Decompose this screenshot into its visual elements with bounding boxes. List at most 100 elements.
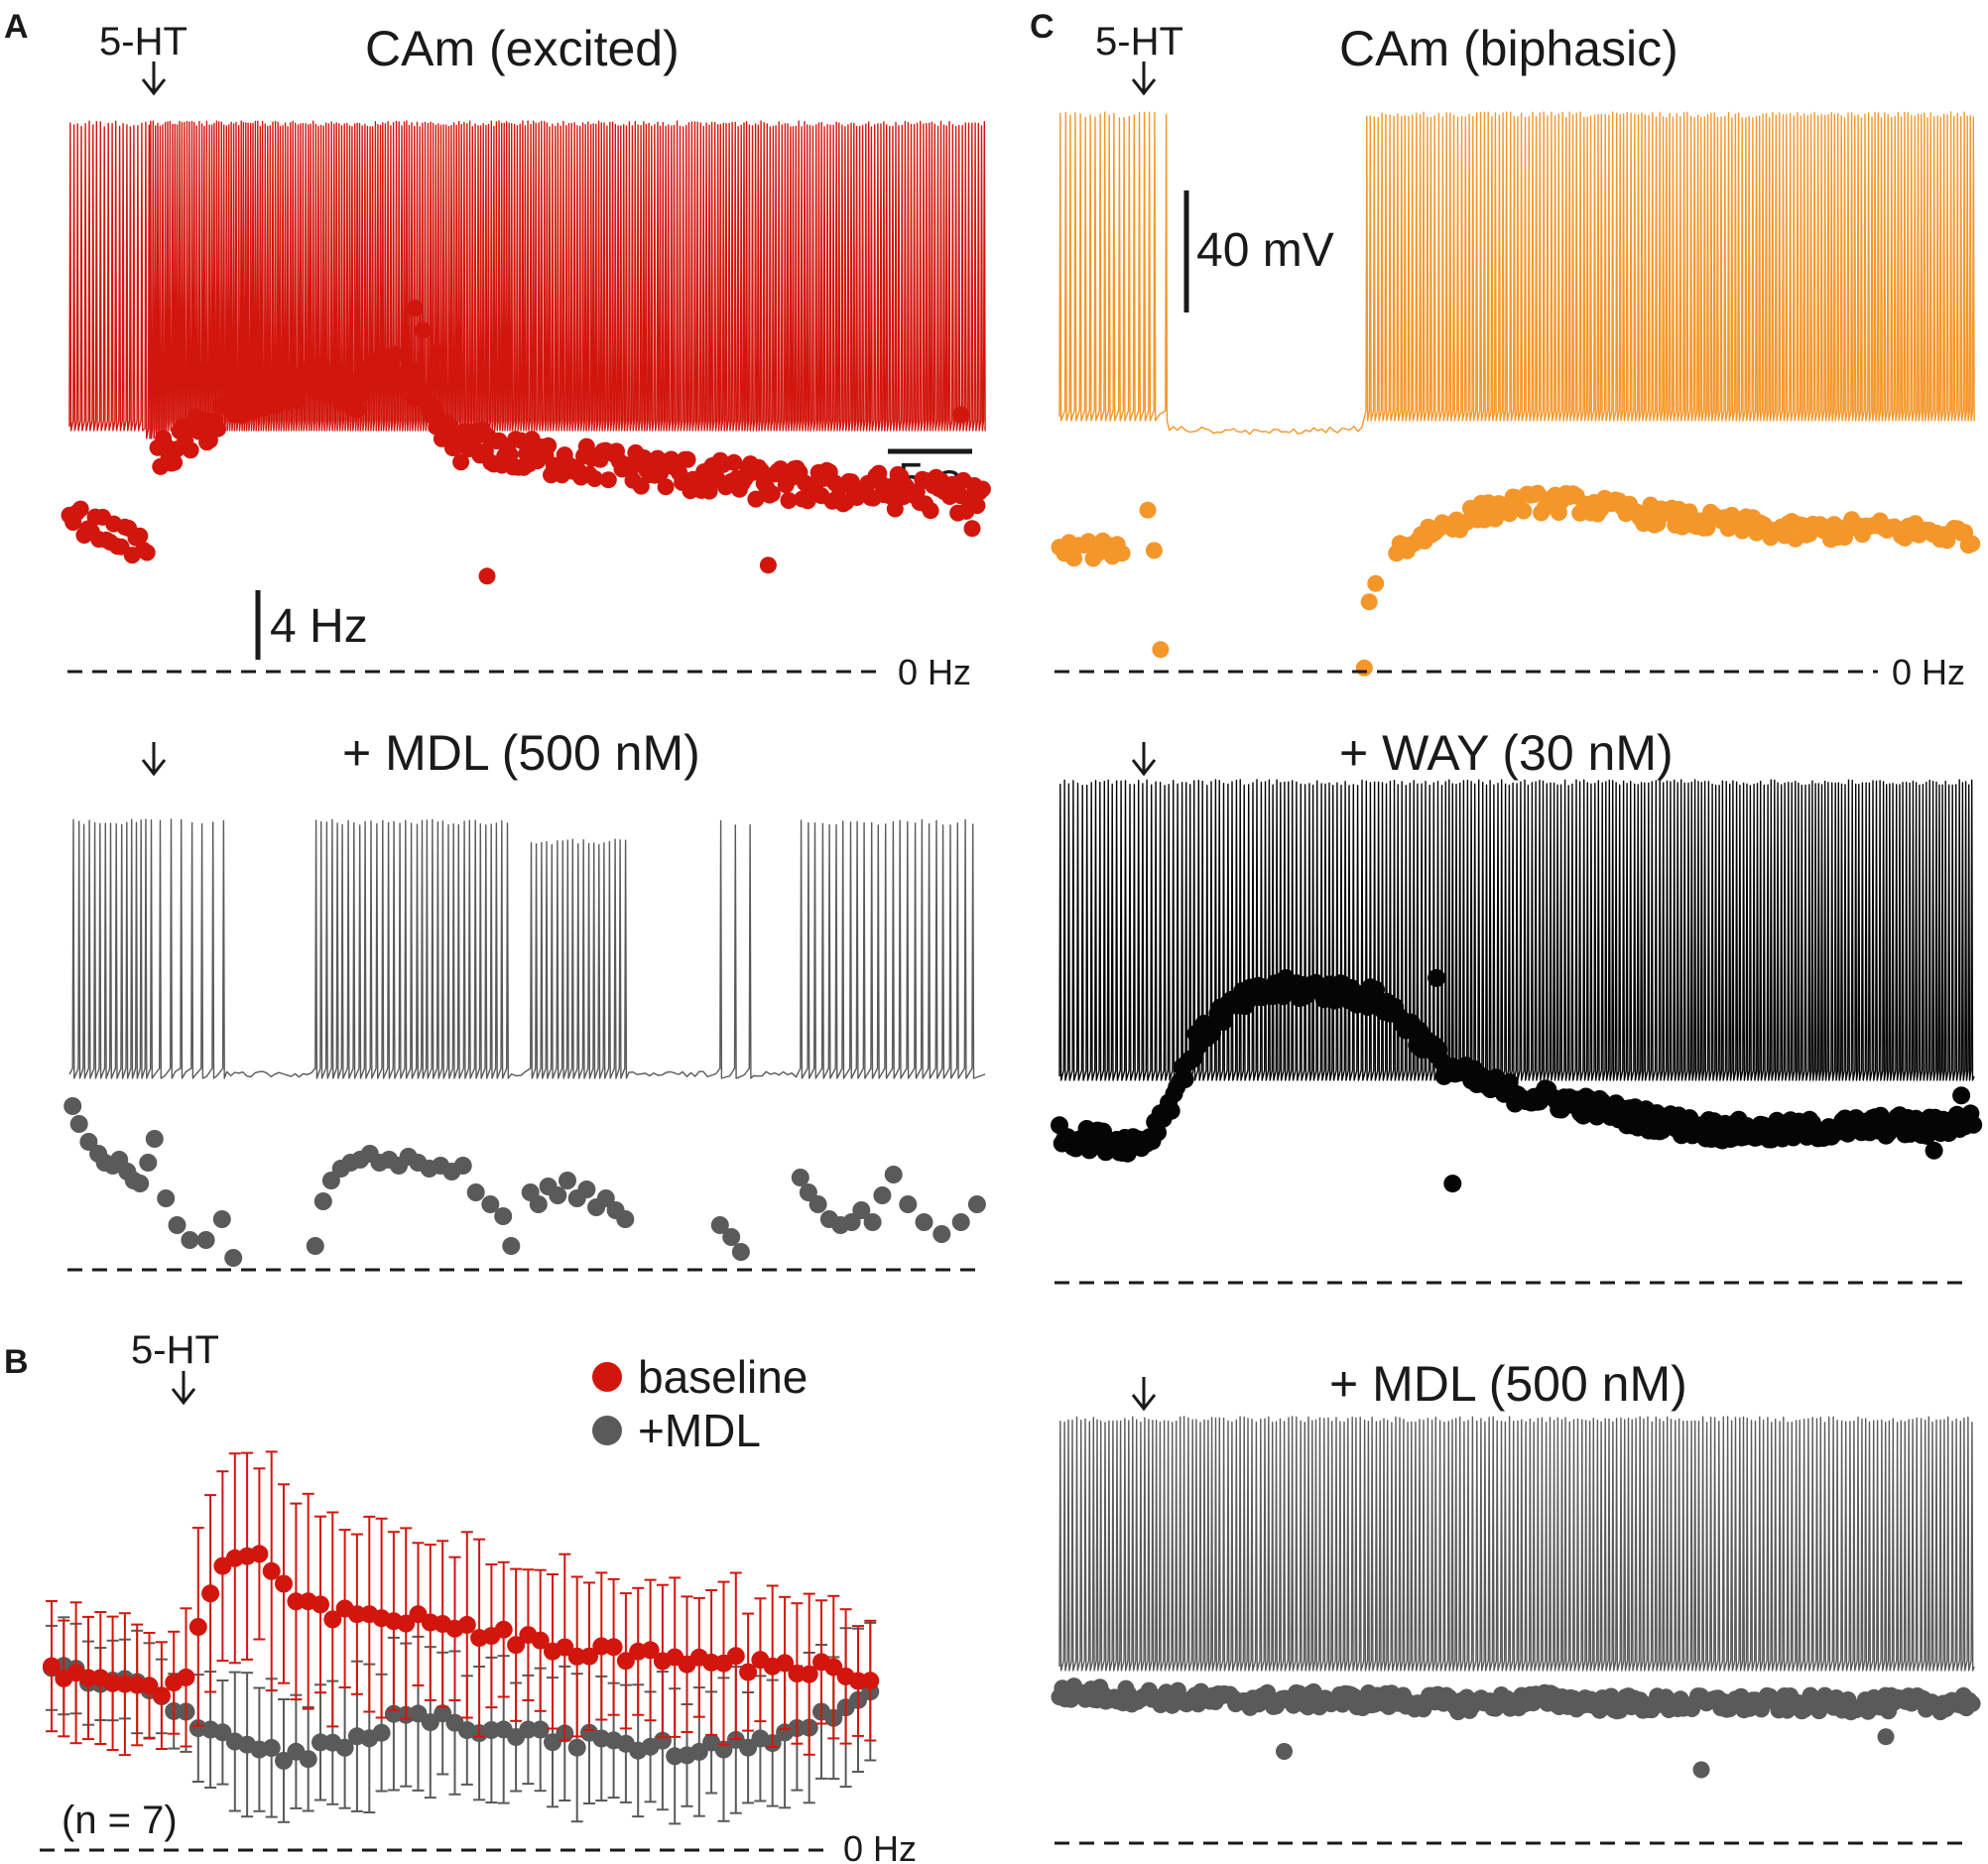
C-rate-biphasic-point: [1113, 545, 1131, 562]
C-rate-biphasic-point: [1145, 542, 1163, 559]
A-rate-excited-point: [441, 418, 459, 435]
C-rate-biphasic-point: [1152, 641, 1170, 659]
mean-point: [397, 1614, 416, 1633]
legend-marker-mdl: [592, 1416, 622, 1445]
C-rate-biphasic-point: [1367, 574, 1385, 592]
mean-point: [335, 1738, 354, 1757]
A-rate-mdl-point: [306, 1237, 324, 1255]
voltage-scalebar-label: 40 mV: [1196, 224, 1334, 277]
mean-point: [689, 1742, 708, 1761]
A-rate-excited-point: [973, 480, 991, 498]
panel-b-letter: B: [4, 1343, 29, 1381]
A-rate-excited-point: [700, 482, 718, 500]
mean-point: [275, 1574, 293, 1593]
A-rate-excited-point: [759, 557, 777, 574]
A-rate-excited-point: [963, 520, 981, 538]
panel-b: B 5-HT baseline +MDL (n = 7) 0 Hz: [4, 1328, 917, 1864]
A-rate-excited-point: [289, 392, 306, 410]
mean-point: [434, 1704, 452, 1723]
A-rate-mdl-point: [212, 1210, 231, 1228]
A-rate-excited-point: [478, 567, 496, 585]
panel-a-drug-label: 5-HT: [99, 20, 187, 63]
summary-plot: [43, 1450, 880, 1825]
freq-scalebar-label: 4 Hz: [270, 600, 368, 653]
A-rate-mdl-point: [168, 1216, 186, 1234]
A-rate-excited-point: [679, 450, 696, 468]
A-rate-mdl-point: [145, 1130, 164, 1148]
A-rate-excited-point: [922, 502, 939, 520]
arrow-down-icon: [171, 1371, 196, 1406]
panel-a: A 5-HT CAm (excited) 5 s 4 Hz 0 Hz + MDL…: [4, 8, 991, 1272]
mean-point: [604, 1638, 623, 1657]
A-rate-excited-point: [414, 321, 432, 339]
legend: baseline +MDL: [592, 1351, 808, 1456]
C-rate-mdl-point: [1963, 1694, 1981, 1712]
panel-a-title: CAm (excited): [365, 21, 680, 76]
series-mdl: [43, 1616, 880, 1825]
C-rate-mdl-point: [1692, 1761, 1710, 1779]
mean-point: [861, 1672, 880, 1690]
mean-point: [507, 1636, 526, 1655]
A-rate-mdl-point: [529, 1195, 548, 1213]
mean-point: [494, 1620, 513, 1639]
mean-point: [556, 1638, 574, 1657]
C-rate-way-point: [1149, 1123, 1167, 1142]
A-rate-mdl-point: [932, 1225, 951, 1243]
A-rate-excited-point: [71, 500, 89, 518]
mean-point: [140, 1677, 159, 1695]
A-rate-mdl-point: [494, 1207, 513, 1225]
mean-point: [79, 1669, 97, 1687]
trace-biphasic: [1058, 111, 1975, 435]
legend-label-mdl: +MDL: [638, 1405, 761, 1456]
C-rate-way-point: [1964, 1115, 1983, 1134]
A-rate-mdl-point: [196, 1231, 215, 1249]
series-baseline: [43, 1450, 880, 1757]
A-rate-excited-point: [326, 364, 344, 382]
A-rate-excited-point: [348, 401, 366, 419]
mean-point: [824, 1658, 843, 1677]
A-rate-mdl-point: [808, 1195, 827, 1213]
A-rate-mdl-point: [731, 1243, 750, 1261]
A-rate-mdl-point: [616, 1210, 635, 1228]
A-rate-excited-point: [657, 478, 675, 496]
A-rate-excited-point: [138, 544, 156, 561]
trace-mdl: [68, 818, 986, 1079]
mean-point: [653, 1731, 672, 1750]
A-rate-mdl-point: [722, 1228, 741, 1246]
C-rate-way-point: [1176, 1070, 1194, 1089]
A-rate-excited-point: [166, 453, 184, 471]
C-rate-biphasic-point: [1139, 501, 1157, 519]
rate-way: [1051, 968, 1983, 1193]
rate-excited: [61, 300, 991, 585]
A-rate-excited-point: [406, 300, 424, 317]
mean-point: [457, 1615, 476, 1634]
A-rate-excited-point: [387, 345, 405, 363]
A-rate-mdl-point: [69, 1115, 88, 1133]
C-rate-mdl-point: [1276, 1743, 1293, 1760]
C-rate-biphasic-point: [1515, 502, 1533, 520]
mean-point: [531, 1720, 550, 1739]
C-rate-way-point: [1925, 1141, 1943, 1160]
C-trace-way-trace-line: [1058, 779, 1975, 1081]
A-rate-mdl-point: [951, 1213, 970, 1231]
mean-point: [739, 1663, 758, 1681]
panel-c-subtitle-way: + WAY (30 nM): [1339, 725, 1674, 781]
zero-hz-label: 0 Hz: [898, 652, 971, 692]
mean-point: [726, 1647, 745, 1666]
C-rate-way-point: [1428, 968, 1446, 987]
arrow-down-icon: [1131, 62, 1157, 96]
mean-point: [372, 1723, 391, 1742]
C-rate-biphasic-point: [1079, 533, 1097, 551]
arrow-down-icon: [1131, 742, 1157, 777]
A-rate-mdl-point: [481, 1195, 500, 1213]
A-rate-mdl-point: [181, 1231, 199, 1249]
A-rate-excited-point: [209, 420, 227, 437]
mean-point: [641, 1641, 660, 1660]
A-rate-mdl-point: [321, 1172, 340, 1189]
arrow-down-icon: [141, 742, 167, 777]
A-rate-excited-point: [952, 406, 970, 424]
mean-point: [567, 1738, 586, 1757]
A-rate-excited-point: [452, 453, 470, 471]
mean-point: [152, 1686, 171, 1705]
